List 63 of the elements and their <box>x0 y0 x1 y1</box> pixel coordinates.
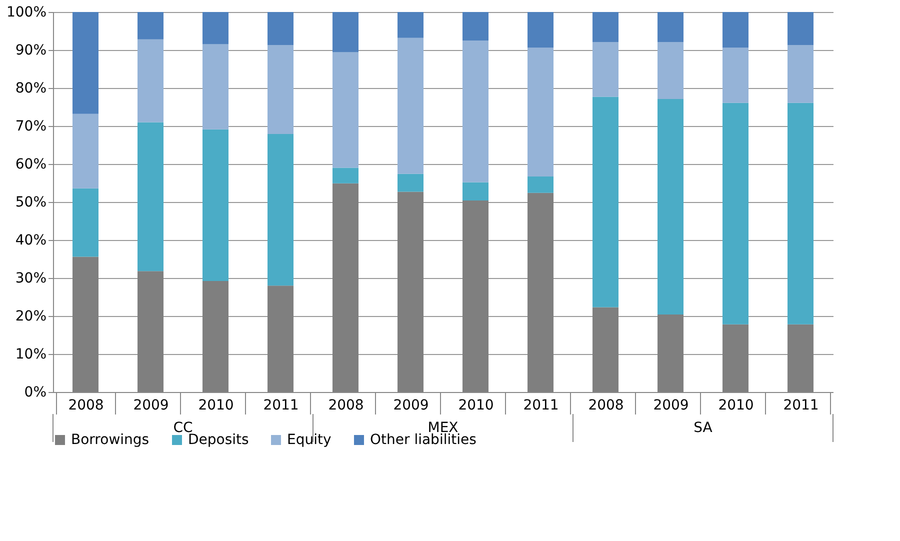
bar <box>268 45 294 134</box>
bar <box>528 12 554 48</box>
y-tick-label: 70% <box>15 118 46 134</box>
y-tick-label: 30% <box>15 270 46 286</box>
x-tick-label: 2009 <box>393 398 429 414</box>
bar <box>528 176 554 193</box>
bar <box>592 96 618 308</box>
bar <box>202 12 228 44</box>
legend-label: Borrowings <box>71 432 150 448</box>
bar <box>528 48 554 177</box>
bar <box>788 45 814 103</box>
bar <box>332 168 358 184</box>
x-tick-label: 2011 <box>263 398 299 414</box>
bar <box>658 42 684 100</box>
legend-label: Deposits <box>188 432 249 448</box>
bar <box>788 102 814 324</box>
bar <box>658 99 684 314</box>
x-tick-label: 2008 <box>588 398 624 414</box>
y-tick-label: 10% <box>15 346 46 362</box>
bar <box>592 42 618 97</box>
x-tick-label: 2008 <box>328 398 364 414</box>
bar <box>462 40 488 182</box>
bar <box>268 12 294 46</box>
bar <box>72 12 98 114</box>
bar <box>592 12 618 42</box>
bar <box>332 12 358 52</box>
y-tick-label: 80% <box>15 80 46 96</box>
x-tick-label: 2010 <box>458 398 494 414</box>
y-tick-label: 0% <box>24 384 46 400</box>
bar <box>398 12 424 38</box>
y-tick-label: 100% <box>6 4 46 20</box>
bar <box>398 174 424 192</box>
bar <box>722 102 748 324</box>
bar <box>332 52 358 168</box>
x-tick-label: 2009 <box>653 398 689 414</box>
bar <box>788 12 814 46</box>
legend-label: Equity <box>287 432 332 448</box>
bar <box>72 114 98 188</box>
bar <box>72 188 98 257</box>
bar <box>138 12 164 40</box>
x-tick-label: 2011 <box>523 398 559 414</box>
bar <box>268 134 294 286</box>
y-tick-label: 40% <box>15 232 46 248</box>
bar <box>462 12 488 40</box>
bar <box>462 182 488 200</box>
y-tick-label: 60% <box>15 156 46 172</box>
bar <box>722 48 748 103</box>
y-tick-label: 20% <box>15 308 46 324</box>
x-tick-label: 2011 <box>783 398 819 414</box>
y-tick-label: 90% <box>15 42 46 58</box>
bar <box>722 12 748 48</box>
bar <box>202 129 228 282</box>
y-tick-label: 50% <box>15 194 46 210</box>
bar <box>398 38 424 174</box>
text: SA <box>694 420 713 436</box>
x-tick-label: 2009 <box>133 398 169 414</box>
x-tick-label: 2008 <box>68 398 104 414</box>
bar <box>658 12 684 42</box>
bar <box>138 122 164 272</box>
bar <box>138 39 164 122</box>
bar <box>202 44 228 130</box>
x-tick-label: 2010 <box>718 398 754 414</box>
x-tick-label: 2010 <box>198 398 234 414</box>
